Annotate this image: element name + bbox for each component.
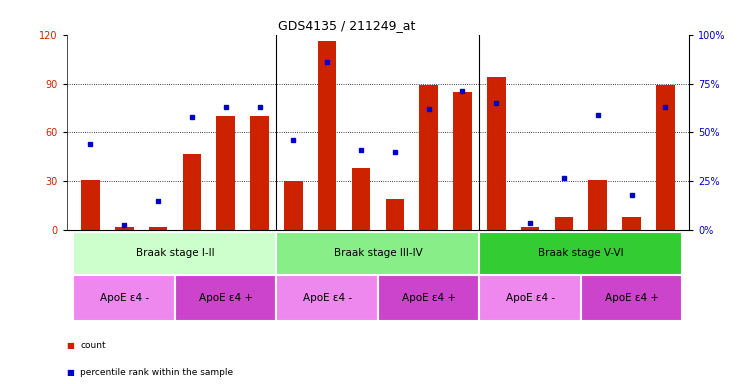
Bar (175, 275, 276, 321)
Text: ApoE ε4 -: ApoE ε4 - (505, 293, 555, 303)
Bar (453, 92, 472, 230)
Bar (276, 232, 479, 275)
Bar (588, 180, 607, 230)
Bar (487, 77, 505, 230)
Text: ApoE ε4 -: ApoE ε4 - (302, 293, 352, 303)
Text: ApoE ε4 +: ApoE ε4 + (199, 293, 253, 303)
Bar (521, 227, 539, 230)
Text: ApoE ε4 +: ApoE ε4 + (605, 293, 659, 303)
Bar (656, 85, 675, 230)
Text: ■: ■ (67, 341, 75, 350)
Bar (276, 275, 378, 321)
Bar (385, 199, 404, 230)
Bar (81, 180, 100, 230)
Text: ApoE ε4 +: ApoE ε4 + (402, 293, 456, 303)
Bar (182, 154, 201, 230)
Bar (419, 85, 438, 230)
Bar (581, 275, 682, 321)
Bar (622, 217, 641, 230)
Bar (250, 116, 269, 230)
Bar (479, 232, 682, 275)
Text: Braak stage V-VI: Braak stage V-VI (538, 248, 624, 258)
Bar (115, 227, 133, 230)
Bar (378, 275, 479, 321)
Bar (479, 275, 581, 321)
Bar (149, 227, 167, 230)
Bar (318, 41, 336, 230)
Bar (73, 275, 175, 321)
Bar (73, 232, 276, 275)
Bar (555, 217, 574, 230)
Text: Braak stage I-II: Braak stage I-II (136, 248, 214, 258)
Text: percentile rank within the sample: percentile rank within the sample (80, 368, 233, 377)
Title: GDS4135 / 211249_at: GDS4135 / 211249_at (278, 19, 416, 32)
Bar (216, 116, 235, 230)
Bar (284, 182, 302, 230)
Bar (352, 169, 370, 230)
Text: ApoE ε4 -: ApoE ε4 - (99, 293, 149, 303)
Text: count: count (80, 341, 106, 350)
Text: Braak stage III-IV: Braak stage III-IV (333, 248, 422, 258)
Text: ■: ■ (67, 368, 75, 377)
